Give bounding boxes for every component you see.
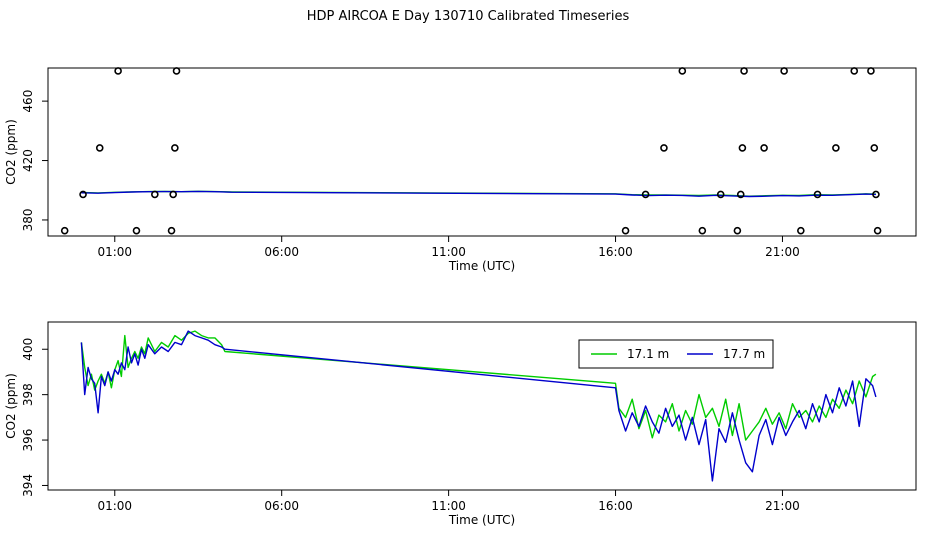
x-tick-label: 06:00: [264, 499, 299, 513]
data-point: [132, 226, 141, 235]
legend-label-1: 17.1 m: [627, 347, 669, 361]
legend-label-2: 17.7 m: [723, 347, 765, 361]
x-axis-label: Time (UTC): [448, 259, 515, 273]
plot-frame: [47, 67, 917, 237]
x-tick-label: 21:00: [765, 245, 800, 259]
data-point: [873, 226, 882, 235]
y-axis-label: CO2 (ppm): [4, 119, 18, 185]
x-tick-label: 21:00: [765, 499, 800, 513]
data-point: [60, 226, 69, 235]
data-point: [171, 144, 179, 152]
data-point: [760, 144, 768, 152]
data-point: [736, 190, 745, 199]
data-point: [621, 226, 630, 235]
data-point: [169, 190, 177, 199]
page-title: HDP AIRCOA E Day 130710 Calibrated Times…: [306, 9, 630, 24]
data-point: [660, 144, 668, 152]
data-point: [79, 190, 87, 199]
x-tick-label: 01:00: [97, 499, 132, 513]
data-point: [151, 190, 159, 199]
plot-frame: [47, 321, 917, 491]
x-tick-label: 06:00: [264, 245, 299, 259]
x-axis-label: Time (UTC): [448, 513, 515, 527]
data-point: [678, 67, 687, 75]
data-point: [780, 67, 788, 75]
series-line-2: [80, 330, 877, 482]
data-point: [698, 226, 707, 235]
y-tick-label: 394: [21, 474, 35, 497]
data-point: [813, 190, 822, 199]
data-point: [850, 67, 859, 75]
data-point: [867, 67, 875, 75]
data-point: [95, 144, 104, 152]
y-tick-label: 420: [21, 149, 35, 172]
data-point: [733, 226, 742, 235]
data-point: [740, 67, 748, 75]
y-axis-label: CO2 (ppm): [4, 373, 18, 439]
data-point: [716, 190, 725, 199]
data-point: [641, 190, 650, 199]
data-point: [114, 67, 122, 75]
panel-top-scatter: 01:00 06:00 11:00 16:00 21:00 380 420 460 Time (…: [4, 67, 917, 273]
data-point: [872, 190, 880, 199]
x-tick-label: 01:00: [97, 245, 132, 259]
x-tick-label: 16:00: [598, 499, 633, 513]
data-point: [167, 226, 176, 235]
y-tick-label: 460: [21, 90, 35, 113]
data-point: [172, 67, 181, 75]
data-point: [738, 144, 747, 152]
x-tick-label: 11:00: [431, 499, 466, 513]
panel-bottom-line: 01:00 06:00 11:00 16:00 21:00 394 396 398 400 Tim…: [4, 321, 917, 527]
x-tick-label: 11:00: [431, 245, 466, 259]
data-point: [870, 144, 879, 152]
y-tick-label: 400: [21, 338, 35, 361]
y-tick-label: 396: [21, 429, 35, 452]
series-line-1: [80, 330, 877, 441]
series-line-2: [81, 190, 876, 198]
y-tick-label: 398: [21, 383, 35, 406]
data-point: [797, 226, 805, 235]
x-tick-label: 16:00: [598, 245, 633, 259]
y-tick-label: 380: [21, 209, 35, 232]
data-point: [832, 144, 840, 152]
legend: 17.1 m 17.7 m: [578, 339, 774, 369]
